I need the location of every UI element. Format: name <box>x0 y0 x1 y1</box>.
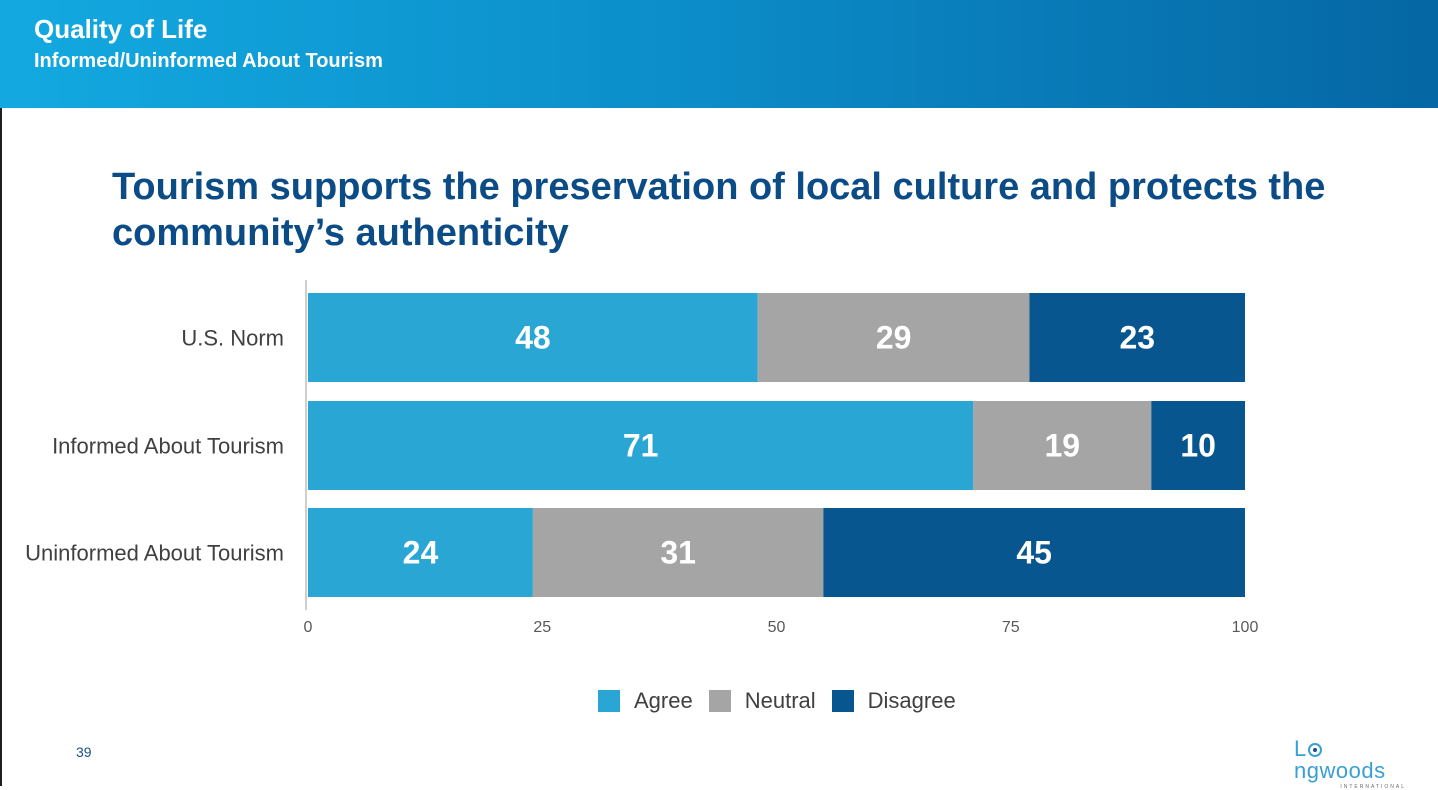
legend-swatch <box>708 690 731 712</box>
data-label: 24 <box>403 535 439 571</box>
bar-disagree <box>1151 401 1245 490</box>
x-tick-label: 100 <box>1232 619 1259 636</box>
x-tick-label: 50 <box>768 619 786 636</box>
data-label: 71 <box>623 428 659 464</box>
chart-legend: Agree Neutral Disagree <box>598 686 972 716</box>
chart-title: Tourism supports the preservation of loc… <box>112 166 1326 254</box>
bar-agree <box>308 401 974 490</box>
legend-swatch <box>831 690 854 712</box>
data-label: 45 <box>1016 535 1052 571</box>
bar-agree <box>308 508 533 597</box>
page-number: 39 <box>76 744 92 760</box>
legend-item: Neutral <box>708 688 816 714</box>
data-label: 29 <box>876 320 912 356</box>
data-label: 10 <box>1180 428 1216 464</box>
bar-disagree <box>1029 293 1245 382</box>
bar-neutral <box>973 401 1152 490</box>
section-subtitle: Informed/Uninformed About Tourism <box>34 50 383 72</box>
x-tick-label: 25 <box>533 619 551 636</box>
header-banner: Quality of Life Informed/Uninformed Abou… <box>0 0 1438 108</box>
stacked-bar-chart: U.S. Norm 48 29 23 Informed About Tourism 71 1… <box>25 280 1259 636</box>
legend-label: Disagree <box>867 688 956 713</box>
category-label: Informed About Tourism <box>52 434 284 459</box>
longwoods-logo: Lngwoods INTERNATIONAL <box>1294 738 1406 790</box>
category-label: Uninformed About Tourism <box>25 541 284 566</box>
legend-label: Agree <box>634 688 693 713</box>
data-label: 23 <box>1119 320 1155 356</box>
legend-swatch <box>598 690 620 712</box>
bar-neutral <box>757 293 1030 382</box>
x-tick-label: 75 <box>1002 619 1020 636</box>
bar-neutral <box>532 508 824 597</box>
data-label: 48 <box>515 320 551 356</box>
legend-item: Disagree <box>831 688 956 714</box>
x-tick-label: 0 <box>304 619 313 636</box>
data-label: 31 <box>660 535 696 571</box>
logo-tagline: INTERNATIONAL <box>1340 784 1406 790</box>
globe-icon <box>1307 743 1322 757</box>
bar-agree <box>308 293 758 382</box>
legend-item: Agree <box>598 688 693 714</box>
category-label: U.S. Norm <box>181 326 284 351</box>
bar-disagree <box>823 508 1245 597</box>
slide-left-border <box>0 108 2 786</box>
section-title: Quality of Life <box>34 14 208 44</box>
logo-wordmark: Lngwoods <box>1294 736 1386 783</box>
legend-label: Neutral <box>744 688 816 713</box>
data-label: 19 <box>1044 428 1080 464</box>
